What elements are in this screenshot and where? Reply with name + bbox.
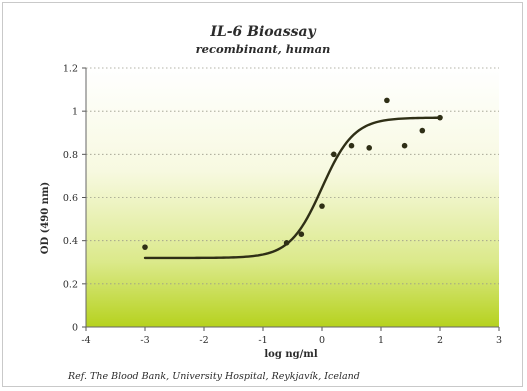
data-point: [142, 244, 148, 250]
x-tick-label: -3: [140, 335, 149, 346]
data-point: [437, 114, 443, 121]
data-point: [419, 127, 426, 134]
data-point: [331, 151, 337, 158]
y-tick-label: 0.4: [63, 236, 78, 247]
y-tick-label: 0.8: [63, 150, 78, 161]
chart-subtitle: recombinant, human: [196, 42, 331, 56]
y-axis-label: OD (490 nm): [40, 182, 51, 255]
y-tick-label: 0: [72, 323, 78, 334]
data-point: [298, 231, 305, 237]
gridlines: [86, 67, 499, 285]
data-points: [142, 97, 443, 250]
y-tick-label: 0.6: [63, 193, 78, 204]
fitted-curve-series: [143, 116, 442, 260]
tick-labels: 0 0.2 0.4 0.6 0.8 1 1.2 -4 -3 -2 -1 0 1 2 3: [63, 64, 502, 347]
data-point: [401, 142, 408, 149]
data-point: [366, 145, 373, 151]
x-axis-label: log ng/ml: [264, 349, 317, 360]
x-tick-label: -4: [81, 335, 90, 346]
data-point: [283, 240, 290, 246]
x-tick-label: 1: [378, 335, 384, 346]
x-tick-label: 0: [319, 335, 325, 346]
y-tick-label: 1.2: [63, 64, 78, 75]
plot-area: [86, 68, 499, 327]
y-tick-label: 0.2: [63, 279, 78, 290]
data-point: [319, 203, 325, 209]
x-tick-label: 2: [437, 335, 443, 346]
axes: [82, 67, 500, 331]
chart-title: IL-6 Bioassay: [209, 24, 316, 40]
reference-note: Ref. The Blood Bank, University Hospital…: [67, 371, 360, 382]
x-tick-label: -2: [199, 335, 208, 346]
y-tick-label: 1: [72, 107, 78, 118]
data-point: [384, 97, 390, 104]
x-tick-label: 3: [496, 335, 502, 346]
data-point: [348, 142, 355, 149]
fitted-curve: [143, 116, 442, 260]
x-tick-label: -1: [258, 335, 267, 346]
